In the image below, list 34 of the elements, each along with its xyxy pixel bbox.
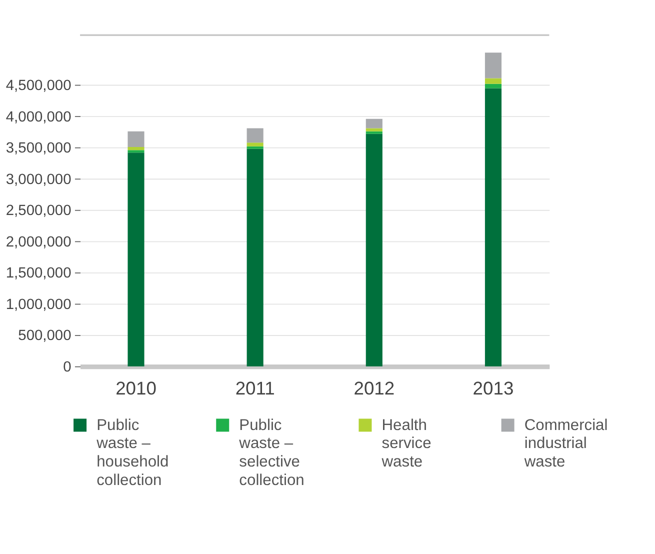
- x-tick-label: 2010: [116, 377, 156, 398]
- y-tick-label: 1,000,000: [6, 296, 72, 313]
- bar: [484, 78, 502, 84]
- bar: [128, 146, 144, 150]
- y-tick-label: 4,500,000: [6, 78, 72, 94]
- x-tick-label: 2012: [354, 377, 395, 398]
- y-tick-label: 4,000,000: [6, 109, 72, 126]
- bar: [128, 131, 144, 147]
- y-tick-label: 1,500,000: [6, 266, 72, 282]
- y-tick-label: 500,000: [18, 328, 72, 344]
- legend-label: Commercial industrial waste: [523, 416, 608, 471]
- bar: [246, 128, 264, 143]
- bar: [366, 131, 382, 134]
- bar: [484, 84, 502, 88]
- y-tick-label: 3,500,000: [6, 140, 72, 157]
- bar: [246, 146, 264, 149]
- bar: [484, 52, 502, 78]
- legend-label: Health service waste: [380, 416, 432, 471]
- y-tick-label: 2,000,000: [6, 234, 72, 250]
- bar: [246, 142, 264, 146]
- legend-label: Public waste – selective collection: [238, 416, 304, 489]
- bar: [366, 128, 382, 132]
- bar: [246, 148, 264, 366]
- x-tick-label: 2011: [235, 377, 275, 398]
- bar: [128, 152, 144, 366]
- y-tick-label: 3,000,000: [6, 172, 72, 188]
- y-tick-label: 2,500,000: [6, 203, 72, 220]
- legend-label: Public waste – household collection: [96, 416, 169, 489]
- bar: [366, 134, 382, 366]
- bar: [128, 150, 144, 153]
- y-tick-label: 0: [63, 359, 72, 376]
- bar: [366, 118, 382, 128]
- x-tick-label: 2013: [472, 377, 514, 398]
- bar: [484, 88, 502, 366]
